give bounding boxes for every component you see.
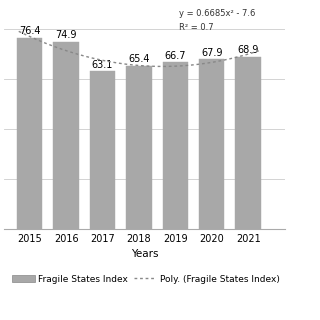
Text: 65.4: 65.4 [128, 54, 150, 64]
Text: R² = 0.7: R² = 0.7 [179, 23, 213, 32]
Bar [90, 71, 115, 229]
Bar [163, 62, 188, 229]
Text: y = 0.6685x² - 7.6: y = 0.6685x² - 7.6 [179, 9, 255, 18]
Text: 67.9: 67.9 [201, 48, 222, 58]
Bar [126, 66, 152, 229]
Bar [17, 38, 43, 229]
Text: 68.9: 68.9 [237, 45, 259, 55]
Text: 76.4: 76.4 [19, 26, 40, 36]
Legend: Fragile States Index, Poly. (Fragile States Index): Fragile States Index, Poly. (Fragile Sta… [9, 271, 284, 287]
Bar [53, 42, 79, 229]
Text: 63.1: 63.1 [92, 60, 113, 70]
Bar [236, 57, 261, 229]
Bar [199, 60, 225, 229]
Text: 74.9: 74.9 [55, 30, 77, 40]
X-axis label: Years: Years [131, 249, 158, 260]
Text: 66.7: 66.7 [164, 51, 186, 60]
